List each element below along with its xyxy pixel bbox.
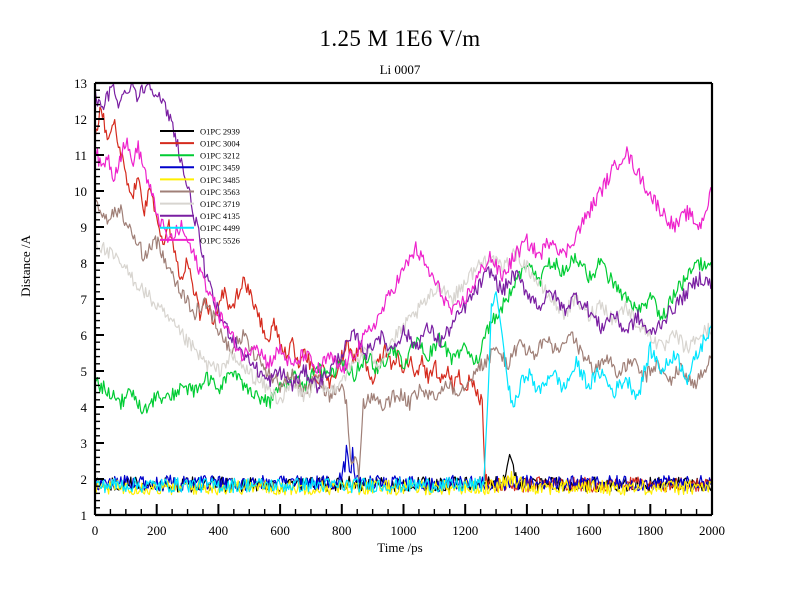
x-tick-label: 800: [332, 523, 352, 538]
x-tick-label: 0: [92, 523, 99, 538]
chart-subtitle: Li 0007: [379, 62, 421, 77]
x-tick-label: 1600: [576, 523, 602, 538]
x-tick-label: 400: [209, 523, 229, 538]
y-tick-label: 11: [74, 148, 87, 163]
legend-label-1: O1PC 2939: [200, 126, 240, 136]
x-tick-label: 200: [147, 523, 167, 538]
y-tick-label: 8: [81, 256, 88, 271]
y-axis-label: Distance /A: [18, 235, 33, 297]
legend-label-4: O1PC 3459: [200, 163, 240, 173]
y-tick-label: 7: [81, 292, 88, 307]
y-tick-label: 9: [81, 220, 88, 235]
trace-o1pc-5526: [95, 137, 712, 374]
legend-label-2: O1PC 3004: [200, 139, 241, 149]
trace-o1pc-3563: [95, 199, 712, 480]
trace-group: [95, 83, 712, 496]
legend-label-3: O1PC 3212: [200, 151, 240, 161]
y-tick-label: 4: [81, 400, 88, 415]
x-tick-label: 1200: [452, 523, 478, 538]
legend-label-6: O1PC 3563: [200, 187, 240, 197]
legend-label-5: O1PC 3485: [200, 175, 240, 185]
legend-label-7: O1PC 3719: [200, 199, 240, 209]
x-tick-label: 1800: [637, 523, 663, 538]
chart-title: 1.25 M 1E6 V/m: [319, 26, 481, 51]
trace-o1pc-3212: [95, 252, 712, 415]
trace-o1pc-4135: [95, 83, 712, 394]
x-tick-label: 1400: [514, 523, 540, 538]
legend-label-9: O1PC 4499: [200, 223, 240, 233]
y-tick-label: 10: [74, 184, 87, 199]
y-tick-label: 5: [81, 364, 88, 379]
x-tick-label: 2000: [699, 523, 725, 538]
x-tick-label: 600: [270, 523, 290, 538]
y-tick-label: 2: [81, 472, 88, 487]
legend-label-8: O1PC 4135: [200, 211, 240, 221]
y-tick-label: 13: [74, 76, 87, 91]
y-tick-label: 3: [81, 436, 88, 451]
y-tick-label: 6: [81, 328, 88, 343]
trace-o1pc-3004: [95, 106, 712, 493]
legend: O1PC 2939 O1PC 3004 O1PC 3212 O1PC 3459 O1PC…: [160, 126, 241, 245]
trace-o1pc-4499: [95, 291, 712, 494]
y-tick-label: 1: [81, 508, 88, 523]
legend-label-10: O1PC 5526: [200, 235, 240, 245]
y-tick-label: 12: [74, 112, 87, 127]
x-tick-label: 1000: [391, 523, 417, 538]
x-axis-label: Time /ps: [377, 540, 423, 555]
